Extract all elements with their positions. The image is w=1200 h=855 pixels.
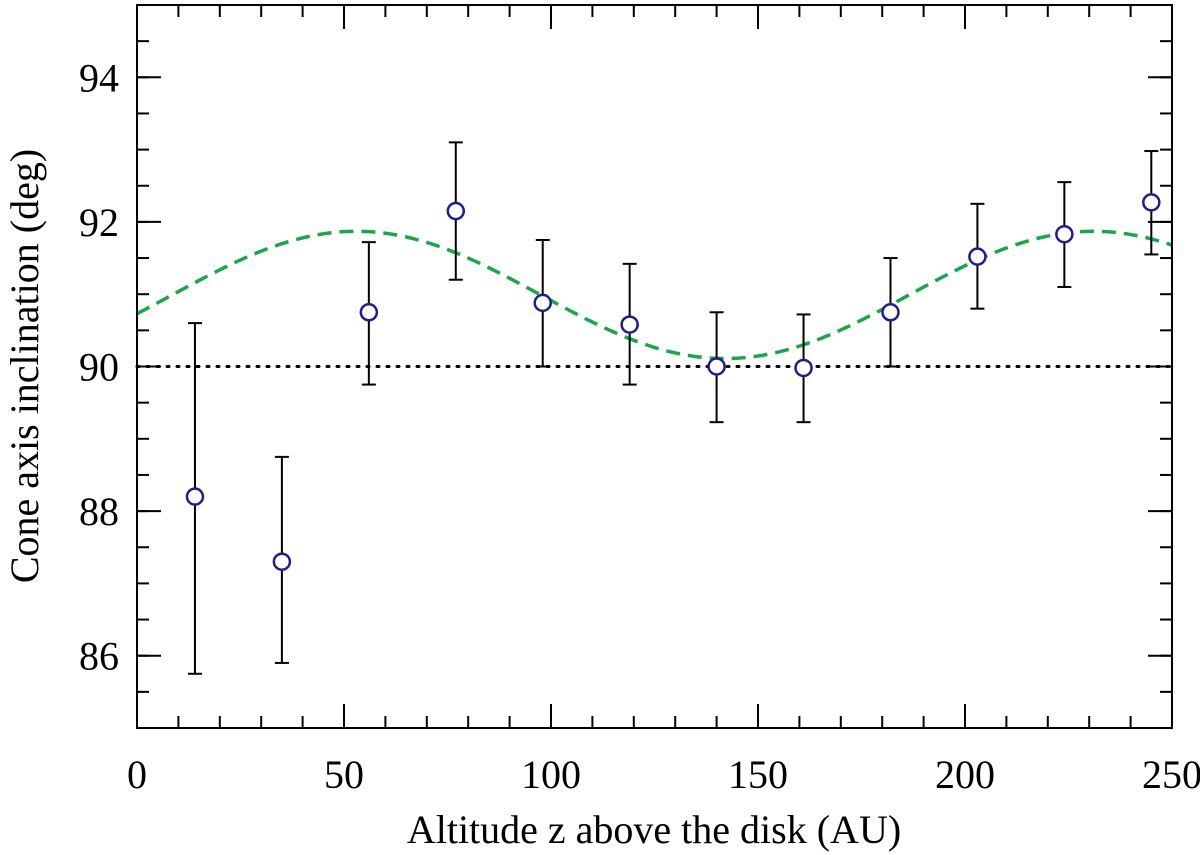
- y-tick-label: 92: [79, 200, 119, 245]
- y-tick-label: 94: [79, 55, 119, 100]
- data-point: [533, 293, 552, 313]
- plot-frame: [136, 4, 1173, 729]
- tick-labels: 0 50 100 150 200 250 86 88 90 92 94: [79, 55, 1200, 797]
- data-point: [881, 303, 900, 322]
- data-point: [185, 487, 205, 506]
- data-point: [794, 358, 813, 378]
- fit-curve: [136, 229, 1173, 361]
- x-axis-label: Altitude z above the disk (AU): [407, 807, 901, 852]
- data-point: [620, 315, 639, 334]
- x-tick-label: 150: [728, 752, 788, 797]
- x-tick-label: 200: [935, 752, 995, 797]
- x-tick-label: 250: [1142, 752, 1200, 797]
- y-axis-label: Cone axis inclination (deg): [2, 149, 47, 583]
- data-point: [446, 201, 466, 221]
- data-point: [707, 357, 726, 376]
- data-points-layer: [185, 193, 1161, 571]
- data-point: [968, 247, 987, 266]
- data-point: [359, 303, 379, 322]
- fit-curve-layer: [136, 229, 1173, 361]
- data-point: [1055, 224, 1074, 244]
- x-tick-label: 50: [324, 752, 364, 797]
- y-tick-label: 90: [79, 345, 119, 390]
- y-tick-label: 86: [79, 634, 119, 679]
- data-point: [272, 552, 292, 571]
- y-tick-label: 88: [79, 489, 119, 534]
- error-bars-layer: [187, 141, 1159, 675]
- data-point: [1142, 193, 1161, 212]
- x-tick-label: 100: [521, 752, 581, 797]
- x-tick-label: 0: [127, 752, 147, 797]
